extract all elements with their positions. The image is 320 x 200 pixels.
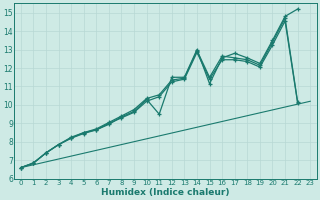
- X-axis label: Humidex (Indice chaleur): Humidex (Indice chaleur): [101, 188, 230, 197]
